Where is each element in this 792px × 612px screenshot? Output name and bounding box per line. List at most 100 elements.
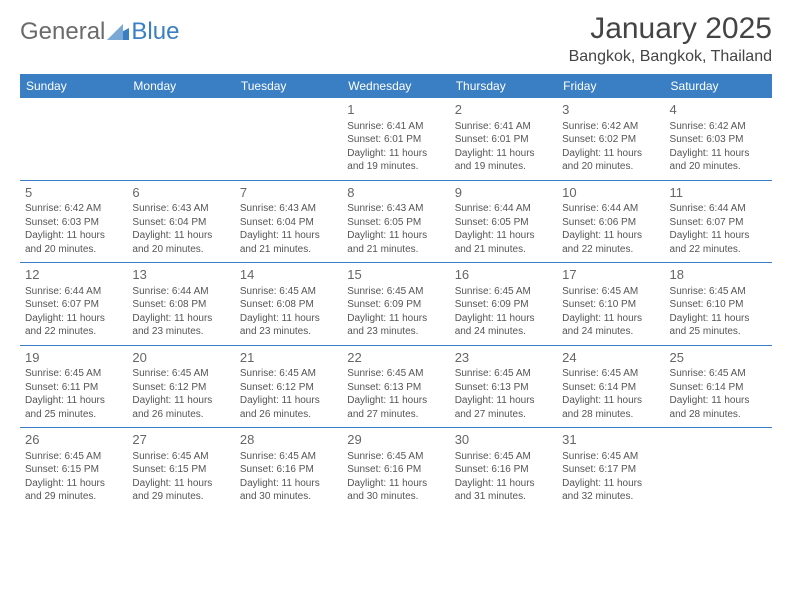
location-text: Bangkok, Bangkok, Thailand bbox=[569, 48, 772, 66]
calendar-day-cell: 20Sunrise: 6:45 AMSunset: 6:12 PMDayligh… bbox=[127, 345, 234, 428]
day-number: 12 bbox=[25, 266, 122, 284]
calendar-day-cell: 12Sunrise: 6:44 AMSunset: 6:07 PMDayligh… bbox=[20, 263, 127, 346]
weekday-header: Thursday bbox=[450, 74, 557, 98]
day-info-line: and 24 minutes. bbox=[562, 325, 659, 339]
weekday-header: Wednesday bbox=[342, 74, 449, 98]
day-info-line: and 31 minutes. bbox=[455, 490, 552, 504]
calendar-day-cell: 3Sunrise: 6:42 AMSunset: 6:02 PMDaylight… bbox=[557, 98, 664, 180]
day-info-line: Sunrise: 6:45 AM bbox=[562, 285, 659, 299]
weekday-header: Sunday bbox=[20, 74, 127, 98]
day-number: 1 bbox=[347, 101, 444, 119]
day-info-line: Sunrise: 6:41 AM bbox=[347, 120, 444, 134]
calendar-day-cell: 31Sunrise: 6:45 AMSunset: 6:17 PMDayligh… bbox=[557, 428, 664, 510]
day-number: 4 bbox=[670, 101, 767, 119]
day-number: 5 bbox=[25, 184, 122, 202]
calendar-day-cell: 7Sunrise: 6:43 AMSunset: 6:04 PMDaylight… bbox=[235, 180, 342, 263]
day-info-line: and 26 minutes. bbox=[240, 408, 337, 422]
day-info-line: Daylight: 11 hours bbox=[240, 394, 337, 408]
day-info-line: Sunset: 6:05 PM bbox=[347, 216, 444, 230]
day-info-line: Daylight: 11 hours bbox=[670, 394, 767, 408]
day-info-line: Daylight: 11 hours bbox=[670, 312, 767, 326]
day-info-line: Daylight: 11 hours bbox=[562, 312, 659, 326]
day-info-line: Sunrise: 6:42 AM bbox=[562, 120, 659, 134]
day-info-line: and 30 minutes. bbox=[240, 490, 337, 504]
calendar-day-cell: 19Sunrise: 6:45 AMSunset: 6:11 PMDayligh… bbox=[20, 345, 127, 428]
calendar-day-cell: 15Sunrise: 6:45 AMSunset: 6:09 PMDayligh… bbox=[342, 263, 449, 346]
calendar-day-cell: 1Sunrise: 6:41 AMSunset: 6:01 PMDaylight… bbox=[342, 98, 449, 180]
day-info-line: Daylight: 11 hours bbox=[25, 477, 122, 491]
day-info-line: Sunrise: 6:43 AM bbox=[347, 202, 444, 216]
day-number: 25 bbox=[670, 349, 767, 367]
calendar-day-cell: 10Sunrise: 6:44 AMSunset: 6:06 PMDayligh… bbox=[557, 180, 664, 263]
day-info-line: and 27 minutes. bbox=[347, 408, 444, 422]
brand-name-2: Blue bbox=[131, 18, 179, 46]
day-number: 7 bbox=[240, 184, 337, 202]
day-info-line: and 20 minutes. bbox=[562, 160, 659, 174]
day-info-line: Sunset: 6:12 PM bbox=[240, 381, 337, 395]
day-info-line: Sunset: 6:07 PM bbox=[670, 216, 767, 230]
calendar-week-row: 1Sunrise: 6:41 AMSunset: 6:01 PMDaylight… bbox=[20, 98, 772, 180]
day-info-line: Sunrise: 6:45 AM bbox=[455, 450, 552, 464]
day-info-line: and 21 minutes. bbox=[240, 243, 337, 257]
calendar-day-cell: 27Sunrise: 6:45 AMSunset: 6:15 PMDayligh… bbox=[127, 428, 234, 510]
calendar-day-cell: 4Sunrise: 6:42 AMSunset: 6:03 PMDaylight… bbox=[665, 98, 772, 180]
day-info-line: and 19 minutes. bbox=[347, 160, 444, 174]
day-number: 31 bbox=[562, 431, 659, 449]
calendar-day-cell bbox=[235, 98, 342, 180]
calendar-day-cell: 2Sunrise: 6:41 AMSunset: 6:01 PMDaylight… bbox=[450, 98, 557, 180]
day-info-line: Daylight: 11 hours bbox=[670, 229, 767, 243]
day-info-line: Daylight: 11 hours bbox=[132, 477, 229, 491]
day-info-line: Sunset: 6:09 PM bbox=[455, 298, 552, 312]
day-number: 3 bbox=[562, 101, 659, 119]
day-info-line: and 20 minutes. bbox=[25, 243, 122, 257]
day-info-line: and 23 minutes. bbox=[132, 325, 229, 339]
day-info-line: Daylight: 11 hours bbox=[132, 394, 229, 408]
weekday-header: Saturday bbox=[665, 74, 772, 98]
calendar-week-row: 12Sunrise: 6:44 AMSunset: 6:07 PMDayligh… bbox=[20, 263, 772, 346]
day-info-line: Sunset: 6:16 PM bbox=[240, 463, 337, 477]
day-info-line: and 29 minutes. bbox=[25, 490, 122, 504]
day-info-line: Daylight: 11 hours bbox=[455, 477, 552, 491]
calendar-week-row: 5Sunrise: 6:42 AMSunset: 6:03 PMDaylight… bbox=[20, 180, 772, 263]
header: General Blue January 2025 Bangkok, Bangk… bbox=[20, 12, 772, 66]
day-info-line: Daylight: 11 hours bbox=[240, 312, 337, 326]
day-info-line: and 21 minutes. bbox=[455, 243, 552, 257]
calendar-day-cell bbox=[20, 98, 127, 180]
day-info-line: and 22 minutes. bbox=[670, 243, 767, 257]
day-info-line: Sunrise: 6:45 AM bbox=[347, 367, 444, 381]
day-info-line: Sunrise: 6:45 AM bbox=[25, 450, 122, 464]
day-info-line: and 29 minutes. bbox=[132, 490, 229, 504]
day-info-line: Daylight: 11 hours bbox=[562, 394, 659, 408]
day-info-line: Sunset: 6:11 PM bbox=[25, 381, 122, 395]
day-info-line: Sunrise: 6:44 AM bbox=[132, 285, 229, 299]
day-info-line: and 26 minutes. bbox=[132, 408, 229, 422]
day-info-line: Sunrise: 6:45 AM bbox=[347, 450, 444, 464]
day-info-line: and 22 minutes. bbox=[562, 243, 659, 257]
day-info-line: Sunrise: 6:43 AM bbox=[132, 202, 229, 216]
day-info-line: Sunrise: 6:44 AM bbox=[455, 202, 552, 216]
day-number: 16 bbox=[455, 266, 552, 284]
day-info-line: Sunset: 6:17 PM bbox=[562, 463, 659, 477]
day-number: 29 bbox=[347, 431, 444, 449]
calendar-day-cell: 5Sunrise: 6:42 AMSunset: 6:03 PMDaylight… bbox=[20, 180, 127, 263]
calendar-day-cell: 18Sunrise: 6:45 AMSunset: 6:10 PMDayligh… bbox=[665, 263, 772, 346]
day-info-line: Sunrise: 6:45 AM bbox=[347, 285, 444, 299]
day-info-line: Daylight: 11 hours bbox=[25, 229, 122, 243]
title-block: January 2025 Bangkok, Bangkok, Thailand bbox=[569, 12, 772, 66]
day-info-line: Sunset: 6:06 PM bbox=[562, 216, 659, 230]
day-info-line: and 28 minutes. bbox=[562, 408, 659, 422]
day-number: 20 bbox=[132, 349, 229, 367]
day-info-line: Sunset: 6:13 PM bbox=[455, 381, 552, 395]
day-info-line: Sunrise: 6:45 AM bbox=[670, 367, 767, 381]
day-info-line: and 19 minutes. bbox=[455, 160, 552, 174]
day-info-line: and 23 minutes. bbox=[240, 325, 337, 339]
day-number: 15 bbox=[347, 266, 444, 284]
calendar-day-cell: 8Sunrise: 6:43 AMSunset: 6:05 PMDaylight… bbox=[342, 180, 449, 263]
day-info-line: Daylight: 11 hours bbox=[670, 147, 767, 161]
day-info-line: Sunset: 6:08 PM bbox=[132, 298, 229, 312]
calendar-day-cell bbox=[665, 428, 772, 510]
day-info-line: Daylight: 11 hours bbox=[25, 312, 122, 326]
calendar-day-cell: 23Sunrise: 6:45 AMSunset: 6:13 PMDayligh… bbox=[450, 345, 557, 428]
day-info-line: Sunset: 6:03 PM bbox=[25, 216, 122, 230]
day-info-line: Sunrise: 6:45 AM bbox=[562, 450, 659, 464]
